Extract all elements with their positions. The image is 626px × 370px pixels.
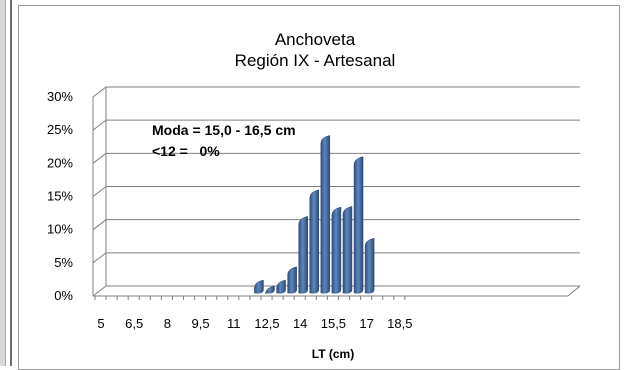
x-tick-label: 8 xyxy=(164,316,171,331)
y-tick-label: 15% xyxy=(47,189,73,204)
side-wall-line xyxy=(92,252,107,264)
bar xyxy=(342,206,353,294)
annotation-moda: Moda = 15,0 - 16,5 cm xyxy=(152,122,296,138)
bar xyxy=(353,156,364,294)
y-tick-label: 0% xyxy=(54,288,73,303)
side-wall-line xyxy=(92,285,107,297)
x-tick-label: 14 xyxy=(293,316,307,331)
y-tick-label: 30% xyxy=(47,89,73,104)
y-tick-label: 20% xyxy=(47,155,73,170)
window-left-edge xyxy=(10,0,12,366)
side-wall-line xyxy=(92,219,107,231)
bar xyxy=(265,285,275,295)
side-wall-line xyxy=(92,86,107,98)
bar xyxy=(331,206,342,294)
bar xyxy=(309,189,320,294)
x-tick-label: 9,5 xyxy=(192,316,210,331)
x-tick-label: 11 xyxy=(227,316,241,331)
bar xyxy=(364,237,375,294)
x-tick-label: 12,5 xyxy=(254,316,279,331)
x-axis-label: LT (cm) xyxy=(312,347,354,361)
bar xyxy=(287,266,297,294)
plot-area: 0% 5% 10% 15% 20% 25% 30% 5 6,5 8 9,5 11 12,5 14 15,5 1… xyxy=(47,86,581,331)
chart-title-line-2: Región IX - Artesanal xyxy=(235,51,396,70)
chart-title-line-1: Anchoveta xyxy=(275,30,356,49)
bar xyxy=(254,279,264,294)
y-tick-label: 10% xyxy=(47,222,73,237)
x-tick-label: 5 xyxy=(97,316,104,331)
annotation-below-12: <12 = 0% xyxy=(152,143,220,159)
x-tick-label: 17 xyxy=(359,316,373,331)
x-tick-label: 15,5 xyxy=(321,316,346,331)
bar xyxy=(320,135,331,294)
y-tick-label: 5% xyxy=(54,255,73,270)
side-wall-line xyxy=(92,152,107,164)
x-tick-label: 18,5 xyxy=(387,316,412,331)
window-left-strip xyxy=(0,0,6,366)
x-tick-label: 6,5 xyxy=(125,316,143,331)
chart-frame xyxy=(18,5,620,370)
y-tick-label: 25% xyxy=(47,122,73,137)
side-wall-line xyxy=(92,186,107,197)
bar xyxy=(276,279,286,294)
side-wall-line xyxy=(92,119,107,131)
floor-right-edge xyxy=(567,285,581,297)
bar xyxy=(298,216,308,294)
